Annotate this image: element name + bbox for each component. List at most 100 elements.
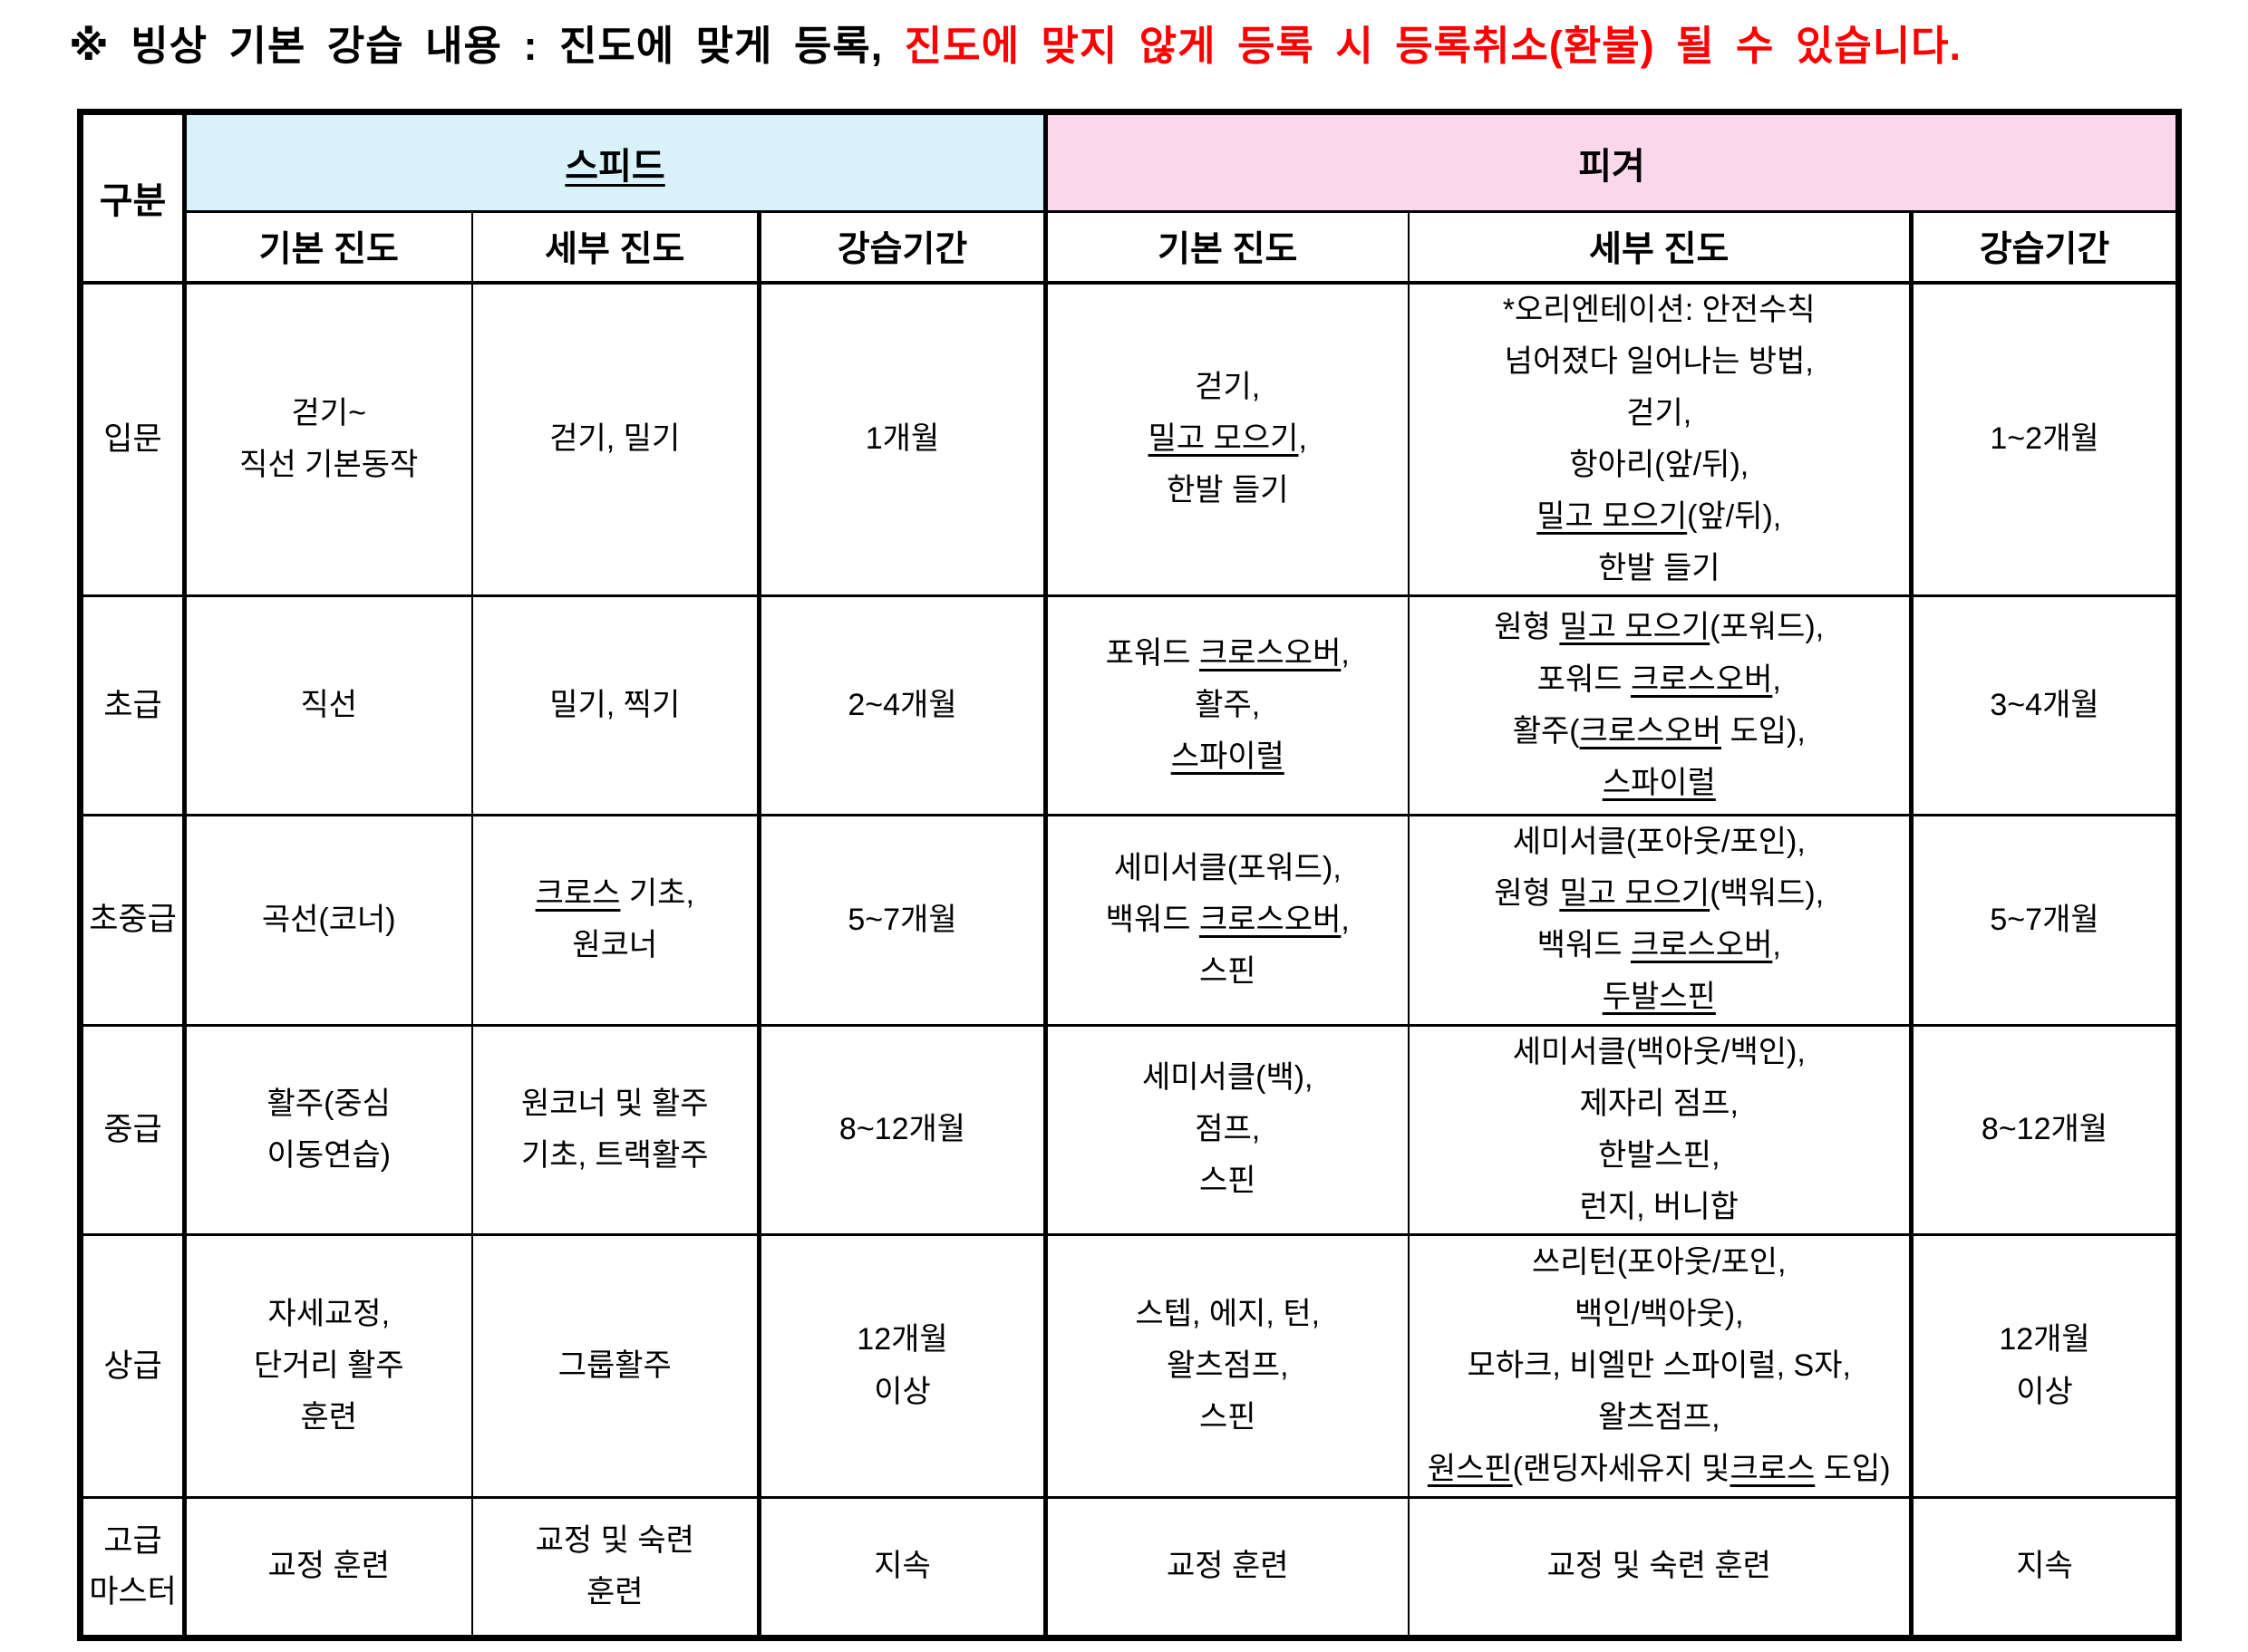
cell-line: 기초, 트랙활주 bbox=[520, 1137, 709, 1173]
cell-line: 자세교정, bbox=[267, 1296, 391, 1331]
header-subrow: 기본 진도 세부 진도 강습기간 기본 진도 세부 진도 강습기간 bbox=[81, 211, 2179, 283]
cell-line: 원코너 bbox=[572, 928, 658, 963]
cell-line: 한발스핀, bbox=[1597, 1137, 1720, 1173]
underlined-term: 크로스오버 bbox=[1579, 713, 1721, 749]
cell-speed-period: 지속 bbox=[757, 1496, 1046, 1638]
cell-line: 스텝, 에지, 턴, bbox=[1135, 1296, 1321, 1331]
underlined-term: 원스핀 bbox=[1427, 1452, 1513, 1487]
level-cell: 초중급 bbox=[80, 814, 185, 1026]
underlined-term: 크로스오버 bbox=[1630, 662, 1773, 697]
plain-term: 포워드 bbox=[1105, 635, 1199, 671]
cell-line: 초중급 bbox=[89, 902, 177, 938]
cell-speed-detail: 그룹활주 bbox=[470, 1233, 760, 1498]
section-header-label: 피겨 bbox=[1578, 146, 1645, 187]
underlined-term: 두발스핀 bbox=[1602, 980, 1716, 1015]
cell-line: 원형 밀고 모으기(포워드), bbox=[1410, 602, 1910, 653]
underlined-term: 스파이럴 bbox=[1602, 765, 1716, 800]
cell-line: 세미서클(포워드), bbox=[1113, 850, 1342, 885]
plain-term: 기초, bbox=[620, 876, 694, 912]
cell-figure-detail: 원형 밀고 모으기(포워드), 포워드 크로스오버, 활주(크로스오버 도입), 스파… bbox=[1407, 594, 1912, 816]
cell-line: 곡선(코너) bbox=[261, 902, 396, 937]
cell-speed-basic: 걷기~ 직선 기본동작 bbox=[182, 280, 472, 596]
cell-line: 원코너 및 활주 bbox=[520, 1086, 709, 1121]
plain-term: 도입) bbox=[1815, 1452, 1891, 1487]
cell-line: 그룹활주 bbox=[557, 1348, 672, 1383]
table-body: 입문 걷기~ 직선 기본동작 걷기, 밀기 1개월 걷기, 밀고 모으기, 한발 들기 *오리엔… bbox=[80, 280, 2179, 1638]
table-row-1: 초급 직선 밀기, 찍기 2~4개월 포워드 크로스오버, 활주, 스파이럴 원형 밀고 모으… bbox=[80, 594, 2179, 816]
cell-speed-basic: 교정 훈련 bbox=[182, 1496, 472, 1638]
underlined-term: 밀고 모으기 bbox=[1559, 610, 1710, 645]
cell-line: 걷기, 밀기 bbox=[549, 421, 681, 457]
cell-line: 세미서클(백아웃/백인), bbox=[1512, 1034, 1806, 1069]
cell-speed-period: 5~7개월 bbox=[757, 814, 1046, 1026]
cell-line: 한발 들기 bbox=[1166, 473, 1289, 508]
plain-term: , bbox=[1772, 928, 1781, 963]
cell-line: 교정 및 숙련 훈련 bbox=[1546, 1549, 1771, 1584]
plain-term: , bbox=[1341, 635, 1350, 671]
underlined-term: 크로스오버 bbox=[1198, 635, 1342, 671]
cell-line: 마스터 bbox=[89, 1574, 177, 1610]
cell-speed-detail: 밀기, 찍기 bbox=[470, 594, 760, 816]
lesson-table: 구분 스피드 피겨 기본 진도 세부 진도 강습기간 기본 진도 세부 진도 강습기간 입문 걷기… bbox=[77, 109, 2183, 1642]
cell-speed-period: 2~4개월 bbox=[757, 594, 1046, 816]
plain-term: , bbox=[1341, 902, 1350, 937]
underlined-term: 밀고 모으기 bbox=[1559, 876, 1710, 912]
cell-line: 밀기, 찍기 bbox=[549, 688, 681, 723]
cell-figure-detail: 세미서클(백아웃/백인), 제자리 점프, 한발스핀, 런지, 버니합 bbox=[1407, 1023, 1912, 1235]
corner-header-gubun: 구분 bbox=[99, 181, 167, 222]
cell-figure-basic: 교정 훈련 bbox=[1043, 1496, 1409, 1638]
cell-figure-detail: *오리엔테이션: 안전수칙 넘어졌다 일어나는 방법, 걷기, 항아리(앞/뒤), 밀고… bbox=[1407, 280, 1912, 596]
plain-term: (랜딩자세유지 및 bbox=[1512, 1452, 1730, 1487]
cell-line: 원형 밀고 모으기(백워드), bbox=[1410, 868, 1910, 920]
cell-line: 12개월 bbox=[857, 1322, 948, 1357]
cell-line: 이상 bbox=[2016, 1374, 2073, 1409]
cell-line: 포워드 크로스오버, bbox=[1410, 654, 1910, 706]
plain-term: , bbox=[1298, 421, 1307, 457]
underlined-term: 밀고 모으기 bbox=[1536, 498, 1688, 534]
cell-speed-basic: 직선 bbox=[182, 594, 472, 816]
plain-term: 백워드 bbox=[1105, 902, 1199, 937]
cell-figure-basic: 포워드 크로스오버, 활주, 스파이럴 bbox=[1043, 594, 1409, 816]
plain-term: 원형 bbox=[1494, 876, 1560, 912]
cell-figure-detail: 세미서클(포아웃/포인), 원형 밀고 모으기(백워드), 백워드 크로스오버, 두발… bbox=[1407, 814, 1912, 1026]
cell-line: 모하크, 비엘만 스파이럴, S자, bbox=[1467, 1348, 1851, 1383]
cell-line: 상급 bbox=[103, 1348, 162, 1384]
cell-figure-period: 지속 bbox=[1908, 1496, 2179, 1638]
cell-figure-basic: 세미서클(포워드), 백워드 크로스오버, 스핀 bbox=[1043, 814, 1409, 1026]
level-cell: 상급 bbox=[80, 1233, 185, 1498]
cell-line: 1개월 bbox=[865, 421, 940, 457]
cell-line: 스핀 bbox=[1198, 1164, 1256, 1199]
underlined-term: 크로스오버 bbox=[1198, 902, 1342, 937]
section-header-figure: 피겨 bbox=[1042, 111, 2179, 213]
level-cell: 중급 bbox=[80, 1023, 185, 1235]
cell-line: 걷기, bbox=[1626, 395, 1692, 430]
underlined-term: 스파이럴 bbox=[1170, 739, 1284, 775]
page-title: ※ 빙상 기본 강습 내용 : 진도에 맞게 등록, 진도에 맞지 않게 등록 … bbox=[69, 13, 2208, 72]
cell-line: 이상 bbox=[874, 1374, 931, 1409]
table-row-4: 상급 자세교정, 단거리 활주 훈련 그룹활주 12개월 이상 스텝, 에지, 턴, 왈츠점프,… bbox=[80, 1233, 2179, 1498]
cell-figure-period: 5~7개월 bbox=[1908, 814, 2179, 1026]
cell-line: 크로스 기초, bbox=[474, 868, 758, 920]
subheader-figure-1: 세부 진도 bbox=[1407, 211, 1912, 283]
cell-line: 2~4개월 bbox=[848, 688, 957, 723]
subheader-figure-2: 강습기간 bbox=[1908, 211, 2179, 283]
cell-line: 8~12개월 bbox=[838, 1112, 966, 1147]
cell-line: 교정 및 숙련 bbox=[535, 1522, 694, 1558]
cell-speed-detail: 걷기, 밀기 bbox=[470, 280, 760, 596]
cell-line: 점프, bbox=[1195, 1112, 1261, 1147]
plain-term: 도입), bbox=[1721, 713, 1806, 749]
cell-line: 활주(크로스오버 도입), bbox=[1410, 706, 1910, 758]
cell-figure-basic: 걷기, 밀고 모으기, 한발 들기 bbox=[1043, 280, 1409, 596]
cell-line: 세미서클(백), bbox=[1142, 1060, 1313, 1096]
cell-line: 초급 bbox=[103, 687, 162, 723]
cell-speed-basic: 활주(중심 이동연습) bbox=[182, 1023, 472, 1235]
cell-line: 훈련 bbox=[300, 1400, 358, 1435]
subheader-speed-2: 강습기간 bbox=[757, 211, 1046, 283]
cell-line: 두발스핀 bbox=[1410, 971, 1910, 1023]
plain-term: (포워드), bbox=[1710, 610, 1825, 645]
cell-line: 활주, bbox=[1195, 688, 1261, 723]
cell-line: 단거리 활주 bbox=[253, 1348, 404, 1383]
cell-line: 밀고 모으기(앞/뒤), bbox=[1410, 491, 1910, 543]
